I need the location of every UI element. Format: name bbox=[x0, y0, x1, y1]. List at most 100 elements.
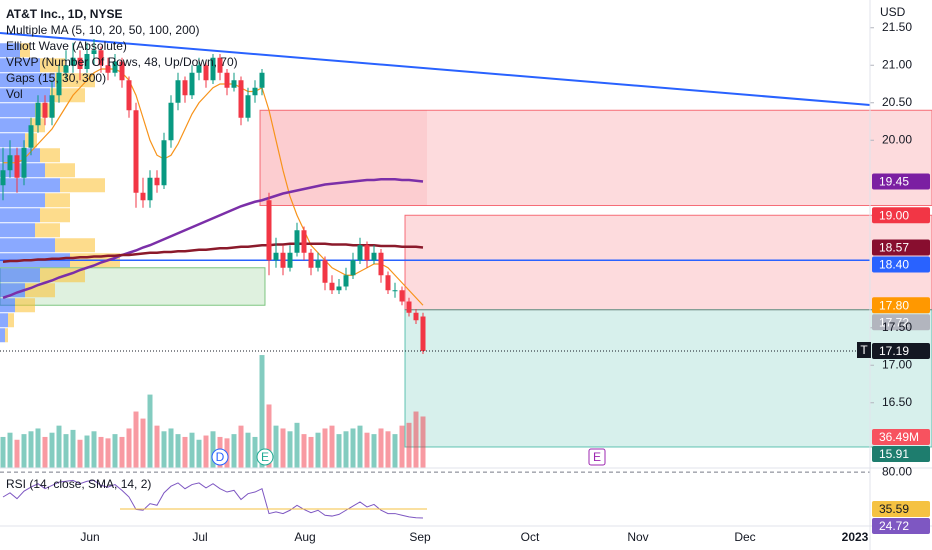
y-tick-label: 17.00 bbox=[882, 357, 912, 371]
earnings-marker[interactable] bbox=[256, 448, 274, 466]
vrvp-up bbox=[0, 43, 20, 58]
candle-body bbox=[0, 170, 6, 186]
volume-bar bbox=[14, 439, 20, 468]
volume-bar bbox=[210, 431, 216, 468]
candle-body bbox=[420, 316, 426, 351]
candle-body bbox=[280, 252, 286, 268]
candle-body bbox=[350, 260, 356, 276]
volume-bar bbox=[119, 436, 125, 468]
volume-bar bbox=[203, 435, 209, 468]
price-tag bbox=[872, 446, 930, 462]
vrvp-up bbox=[0, 283, 25, 298]
volume-bar bbox=[301, 434, 307, 468]
volume-bar bbox=[357, 425, 363, 468]
time-label: Aug bbox=[294, 530, 315, 544]
volume-bar bbox=[364, 432, 370, 468]
vrvp-up bbox=[0, 133, 25, 148]
candle-body bbox=[105, 65, 111, 73]
candle-body bbox=[343, 275, 349, 287]
price-tag bbox=[872, 343, 930, 359]
vrvp-up bbox=[0, 238, 55, 253]
volume-bar bbox=[84, 435, 90, 468]
time-label: Dec bbox=[734, 530, 755, 544]
candle-body bbox=[49, 95, 55, 118]
vrvp-down bbox=[35, 223, 60, 238]
candle-body bbox=[91, 50, 97, 54]
candle-body bbox=[56, 72, 62, 96]
vrvp-up bbox=[0, 298, 15, 313]
volume-bar bbox=[63, 434, 69, 468]
volume-bar bbox=[161, 431, 167, 468]
volume-bar bbox=[21, 434, 27, 468]
marker-label: E bbox=[593, 450, 601, 464]
price-tag bbox=[872, 207, 930, 224]
vrvp-down bbox=[8, 313, 14, 328]
y-tick-label: 17.50 bbox=[882, 320, 912, 334]
candle-body bbox=[238, 80, 244, 118]
volume-bar bbox=[294, 422, 300, 468]
candle-body bbox=[308, 252, 314, 268]
volume-bar bbox=[378, 428, 384, 468]
candle-body bbox=[245, 95, 251, 118]
price-tag-label: 18.57 bbox=[879, 241, 909, 255]
candle-body bbox=[35, 102, 41, 126]
price-tag-label: 35.59 bbox=[879, 502, 909, 516]
candle-body bbox=[196, 65, 202, 73]
time-label: Jun bbox=[80, 530, 99, 544]
price-tag bbox=[872, 314, 930, 331]
volume-bar bbox=[385, 431, 391, 468]
candle-body bbox=[21, 147, 27, 178]
candle-body bbox=[70, 57, 76, 66]
volume-bar bbox=[308, 436, 314, 468]
earnings-marker[interactable] bbox=[588, 448, 606, 466]
volume-bar bbox=[133, 411, 139, 468]
volume-bar bbox=[280, 428, 286, 468]
time-label: Sep bbox=[409, 530, 431, 544]
volume-bar bbox=[315, 432, 321, 468]
timer-badge bbox=[857, 342, 871, 358]
vrvp-up bbox=[0, 328, 5, 343]
candle-body bbox=[119, 61, 125, 81]
volume-bar bbox=[336, 434, 342, 468]
volume-bar bbox=[175, 434, 181, 468]
price-tag-label: 24.72 bbox=[879, 519, 909, 533]
time-label: Nov bbox=[627, 530, 648, 544]
candle-body bbox=[133, 110, 139, 193]
candle-body bbox=[77, 57, 83, 69]
vrvp-up bbox=[0, 268, 40, 283]
currency: USD bbox=[880, 5, 906, 19]
volume-bar bbox=[77, 439, 83, 468]
candle-body bbox=[42, 102, 48, 118]
rsi-line bbox=[2, 479, 424, 519]
indicator: Gaps (15, 30, 300) bbox=[6, 71, 106, 85]
volume-bar bbox=[413, 411, 419, 468]
vrvp-up bbox=[0, 313, 8, 328]
candle-body bbox=[371, 252, 377, 261]
volume-bar bbox=[154, 425, 160, 468]
dividend-marker[interactable] bbox=[211, 448, 229, 466]
volume-bar bbox=[231, 434, 237, 468]
vrvp-up bbox=[0, 73, 55, 88]
vrvp-down bbox=[60, 178, 105, 193]
vrvp-down bbox=[55, 238, 95, 253]
price-tag-label: 17.19 bbox=[879, 344, 909, 358]
candle-body bbox=[7, 155, 13, 171]
candle-body bbox=[63, 65, 69, 73]
candle-body bbox=[406, 301, 412, 313]
y-tick-label: 80.00 bbox=[882, 464, 912, 478]
legend: AT&T Inc., 1D, NYSE Multiple MA (5, 10, … bbox=[6, 7, 238, 491]
candle-body bbox=[14, 155, 20, 178]
price-tag-label: 19.45 bbox=[879, 175, 909, 189]
moving-average bbox=[2, 242, 424, 263]
candle-body bbox=[378, 252, 384, 276]
price-tag bbox=[872, 517, 930, 534]
y-tick-label: 21.00 bbox=[882, 57, 912, 71]
price-tag-label: 36.49M bbox=[879, 430, 919, 444]
candle-body bbox=[203, 65, 209, 81]
y-tick-label: 16.50 bbox=[882, 395, 912, 409]
time-label: 2023 bbox=[842, 530, 869, 544]
volume-bar bbox=[91, 431, 97, 468]
volume-bar bbox=[105, 438, 111, 468]
price-tag-label: 17.72 bbox=[879, 315, 909, 329]
vrvp-down bbox=[5, 328, 8, 343]
